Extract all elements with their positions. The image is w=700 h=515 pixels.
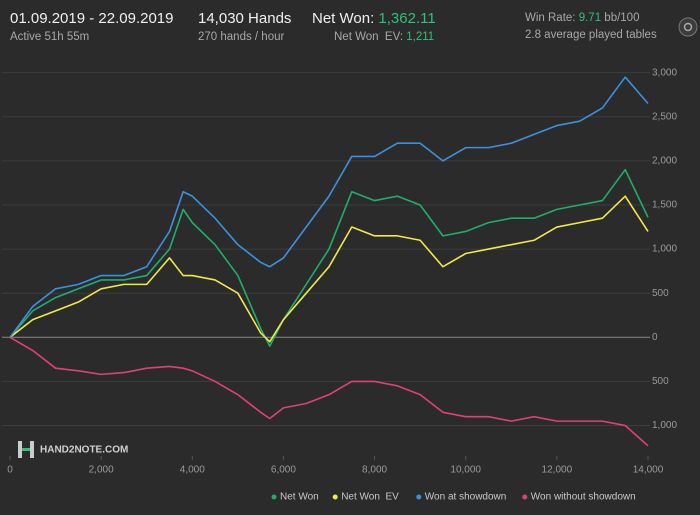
x-tick-label: 8,000 — [362, 465, 387, 476]
tables: 2.8 average played tables — [525, 29, 657, 41]
y-tick-label: 2,000 — [652, 156, 677, 167]
y-tick-label: 500 — [652, 376, 669, 387]
net-won: Net Won: 1,362.11 — [312, 10, 436, 27]
date-range: 01.09.2019 - 22.09.2019 — [10, 10, 174, 27]
legend-label: Won at showdown — [425, 492, 507, 503]
logo-icon — [30, 441, 34, 458]
y-tick-label: 1,000 — [652, 420, 677, 431]
y-tick-label: 2,500 — [652, 111, 677, 122]
logo-icon — [22, 448, 30, 451]
y-tick-label: 500 — [652, 288, 669, 299]
x-tick-label: 2,000 — [89, 465, 114, 476]
net-won-ev: Net Won EV: 1,211 — [334, 31, 434, 43]
win-rate: Win Rate: 9.71 bb/100 — [525, 12, 639, 24]
series-line — [9, 336, 649, 447]
x-tick-label: 0 — [7, 465, 13, 476]
y-tick-label: 3,000 — [652, 67, 677, 78]
settings-button[interactable] — [678, 17, 698, 37]
x-tick-label: 14,000 — [633, 465, 664, 476]
series-line — [9, 168, 649, 347]
legend-marker — [271, 494, 277, 500]
series-line — [9, 195, 649, 343]
legend-label: Net Won EV — [341, 492, 399, 503]
win-rate-label: Win Rate: — [525, 12, 576, 24]
legend-marker — [416, 494, 422, 500]
settings-icon — [683, 22, 693, 32]
y-tick-label: 1,500 — [652, 200, 677, 211]
x-tick-label: 6,000 — [271, 465, 296, 476]
net-won-label: Net Won: — [312, 10, 375, 27]
logo-icon — [18, 441, 22, 458]
active-time: Active 51h 55m — [10, 31, 90, 43]
y-tick-label: 0 — [652, 332, 658, 343]
net-won-ev-label: Net Won EV: — [334, 31, 404, 43]
net-won-ev-value: 1,211 — [406, 31, 435, 43]
y-tick-label: 1,000 — [652, 244, 677, 255]
x-tick-label: 4,000 — [180, 465, 205, 476]
hands: 14,030 Hands — [198, 10, 292, 27]
legend-marker — [522, 494, 528, 500]
series-line — [9, 76, 649, 338]
legend-marker — [332, 494, 338, 500]
logo-text: HAND2NOTE.COM — [40, 445, 128, 456]
x-tick-label: 10,000 — [450, 465, 481, 476]
win-rate-value: 9.71 — [578, 12, 602, 24]
legend-label: Net Won — [280, 492, 319, 503]
win-rate-unit: bb/100 — [604, 12, 640, 24]
legend-label: Won without showdown — [531, 492, 636, 503]
hands-rate: 270 hands / hour — [198, 31, 285, 43]
net-won-value: 1,362.11 — [378, 10, 436, 27]
x-tick-label: 12,000 — [542, 465, 573, 476]
